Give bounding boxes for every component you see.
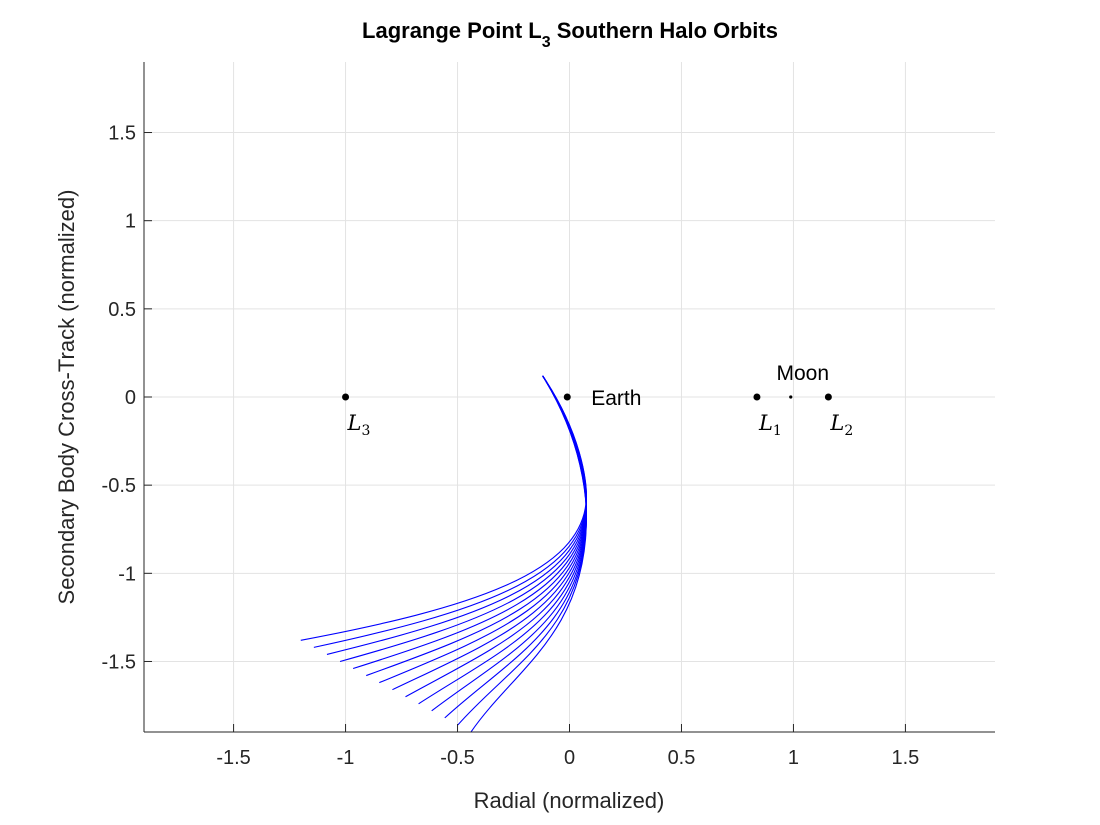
tick-labels: -1.5 -1 -0.5 0 0.5 1 1.5 -1.5 -1 -0.5 0 0.5 1 1.5: [102, 123, 920, 769]
axes: [143, 62, 995, 733]
x-axis-label: Radial (normalized): [474, 788, 665, 813]
x-tick-label: -1.5: [216, 747, 250, 769]
grid-lines: [144, 62, 995, 732]
l3-label: L3: [347, 411, 371, 439]
halo-orbit-line: [405, 375, 587, 698]
l1-marker: [753, 393, 761, 401]
halo-orbit-line: [418, 375, 587, 705]
chart-title: Lagrange Point L3 Southern Halo Orbits: [362, 18, 778, 51]
x-tick-label: 0.5: [668, 747, 696, 769]
halo-orbit-line: [470, 375, 587, 732]
y-tick-label: -1: [118, 563, 136, 585]
halo-orbit-line: [352, 375, 587, 670]
x-tick-label: 1.5: [892, 747, 920, 769]
halo-orbit-line: [431, 375, 587, 712]
x-tick-label: -1: [337, 747, 355, 769]
l2-marker: [824, 393, 832, 401]
x-tick-label: 1: [788, 747, 799, 769]
y-tick-label: 0: [125, 387, 136, 409]
lagrange-markers: L3 Earth L1 Moon L2: [342, 362, 853, 439]
moon-label: Moon: [776, 362, 829, 385]
y-axis-label: Secondary Body Cross-Track (normalized): [54, 190, 79, 605]
l2-label: L2: [829, 411, 853, 439]
halo-orbit-line: [339, 375, 587, 663]
x-tick-label: 0: [564, 747, 575, 769]
earth-label: Earth: [591, 387, 641, 410]
halo-orbit-line: [379, 375, 587, 684]
l1-label: L1: [758, 411, 782, 439]
y-tick-label: -1.5: [102, 651, 136, 673]
halo-orbit-line: [366, 375, 587, 677]
moon-marker: [789, 395, 793, 399]
x-tick-label: -0.5: [440, 747, 474, 769]
l3-marker: [342, 393, 350, 401]
y-tick-label: 1: [125, 211, 136, 233]
y-tick-label: -0.5: [102, 475, 136, 497]
orbit-family: [300, 375, 587, 732]
halo-orbit-line: [300, 375, 587, 641]
y-tick-label: 0.5: [108, 299, 136, 321]
earth-marker: [563, 393, 571, 401]
halo-orbit-line: [392, 375, 587, 691]
y-tick-label: 1.5: [108, 123, 136, 145]
